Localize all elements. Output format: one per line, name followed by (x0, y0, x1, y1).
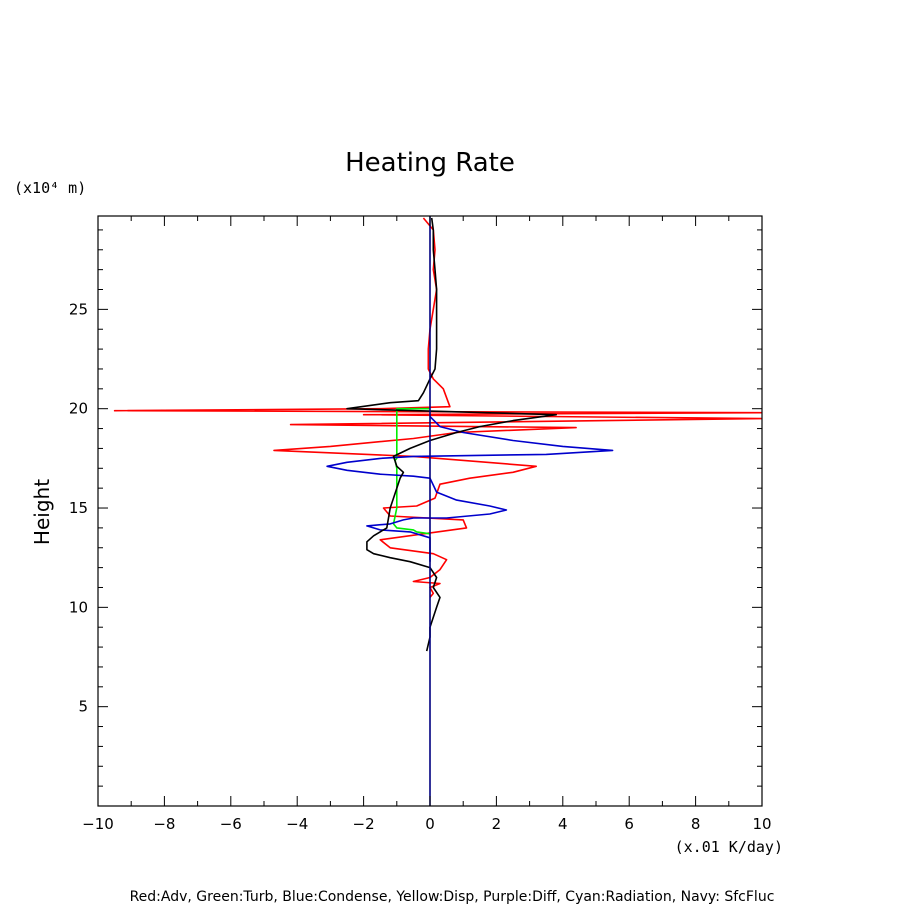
y-tick-label: 10 (69, 598, 88, 616)
x-tick-label: −10 (82, 815, 114, 833)
y-axis-label: Height (30, 479, 54, 545)
x-tick-label: 8 (691, 815, 701, 833)
series-line-2 (326, 416, 614, 562)
y-unit-label: (x10⁴ m) (14, 179, 86, 197)
series-line-1 (392, 407, 431, 535)
ticks-layer: −10 −8 −6 −4 −2 0 2 4 6 8 10 5 10 15 20 25 (69, 216, 772, 833)
series-layer (113, 216, 762, 806)
x-tick-label: 0 (425, 815, 435, 833)
x-tick-label: −2 (353, 815, 375, 833)
x-tick-label: −8 (153, 815, 175, 833)
legend-text: Red:Adv, Green:Turb, Blue:Condense, Yell… (130, 889, 775, 904)
x-tick-label: 4 (558, 815, 568, 833)
series-line-3 (346, 217, 557, 652)
x-tick-label: −4 (286, 815, 308, 833)
y-tick-label: 25 (69, 300, 88, 318)
x-tick-label: 2 (492, 815, 502, 833)
x-unit-label: (x.01 K/day) (675, 838, 783, 856)
series-line-0 (113, 217, 762, 598)
y-tick-label: 20 (69, 400, 88, 418)
chart-title: Heating Rate (345, 148, 515, 178)
y-tick-label: 5 (78, 698, 88, 716)
x-tick-label: 10 (752, 815, 771, 833)
x-tick-label: 6 (624, 815, 634, 833)
y-tick-label: 15 (69, 499, 88, 517)
x-tick-label: −6 (220, 815, 242, 833)
